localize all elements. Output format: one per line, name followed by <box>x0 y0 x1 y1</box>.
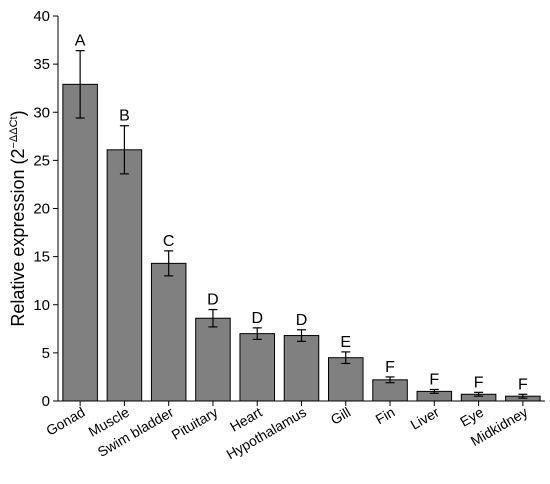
bar-hypothalamus <box>283 335 320 402</box>
significance-label: E <box>340 334 351 351</box>
y-tick-label: 35 <box>33 56 50 73</box>
y-tick-label: 0 <box>42 393 50 410</box>
significance-label: D <box>207 292 219 309</box>
bar-gonad <box>62 83 98 402</box>
x-tick-label: Fin <box>373 404 398 428</box>
bar-swim-bladder <box>150 262 187 402</box>
significance-label: F <box>429 371 439 388</box>
y-tick-label: 20 <box>33 201 50 218</box>
y-tick-label: 25 <box>33 152 50 169</box>
significance-label: D <box>296 312 308 329</box>
y-axis-label-close: ) <box>8 110 28 116</box>
bars: A B C D D D E F F F F <box>62 33 541 402</box>
x-tick-label: Gill <box>328 404 354 428</box>
y-axis-label-main: Relative expression (2 <box>8 149 28 327</box>
y-tick-label: 5 <box>42 345 50 362</box>
significance-label: D <box>251 310 263 327</box>
x-tick-label: Eye <box>457 404 486 430</box>
bar-gill <box>328 357 364 402</box>
y-tick-label: 10 <box>33 297 50 314</box>
y-axis: 0 5 10 15 20 25 30 35 40 <box>33 8 59 410</box>
significance-label: A <box>75 33 86 50</box>
bar-heart <box>239 333 275 402</box>
significance-label: C <box>163 233 175 250</box>
x-tick-label: Liver <box>408 404 443 433</box>
y-tick-label: 30 <box>33 104 50 121</box>
y-axis-title: Relative expression (2−ΔΔCt) <box>8 110 28 326</box>
significance-label: F <box>474 374 484 391</box>
significance-label: F <box>518 376 528 393</box>
y-tick-label: 15 <box>33 249 50 266</box>
bar-pituitary <box>195 317 231 402</box>
significance-label: F <box>385 359 395 376</box>
y-axis-label-exponent: −ΔΔCt <box>8 116 20 148</box>
significance-label: B <box>119 108 130 125</box>
x-tick-label: Pituitary <box>169 404 221 443</box>
bar-muscle <box>106 149 143 402</box>
y-axis-label: Relative expression (2−ΔΔCt) <box>8 110 28 326</box>
y-tick-label: 40 <box>33 8 50 25</box>
